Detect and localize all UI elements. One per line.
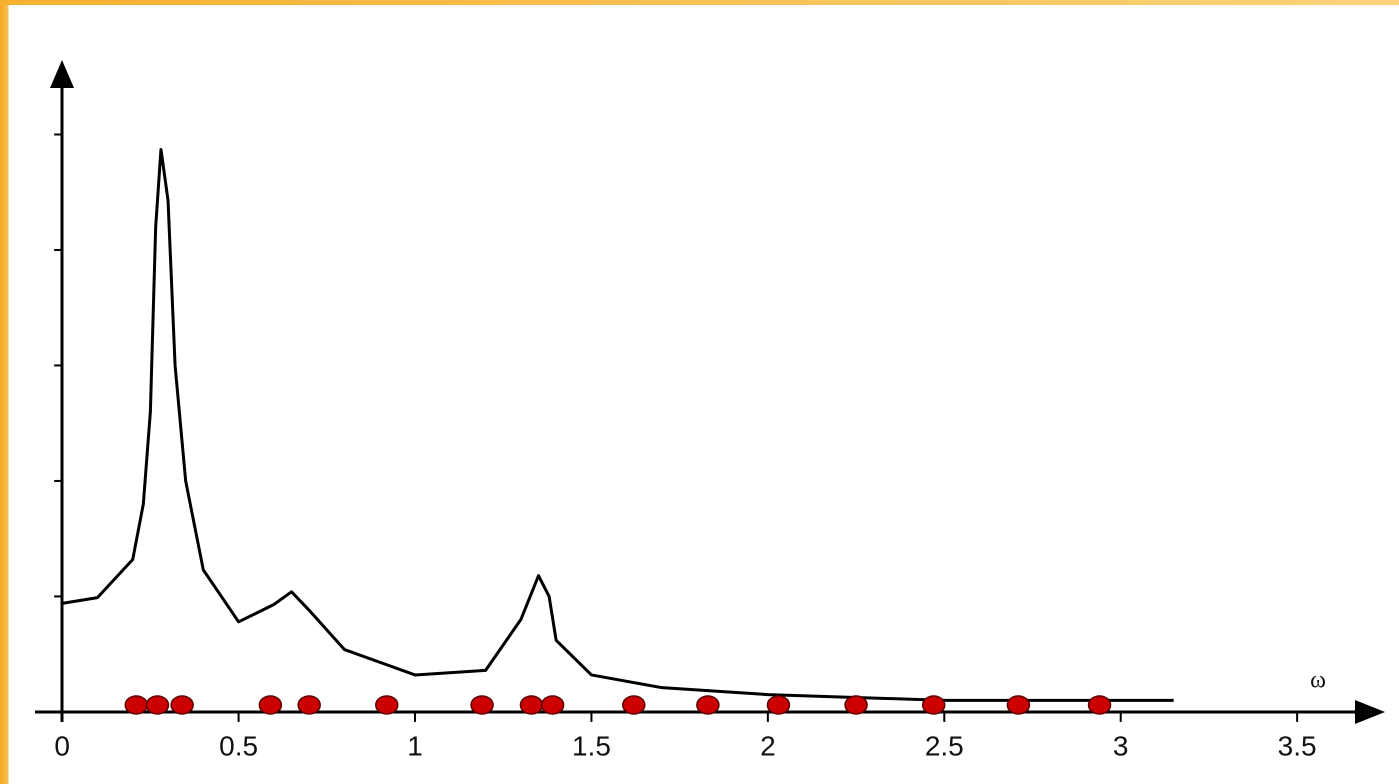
eigenvalue-dot	[297, 695, 321, 715]
eigenvalue-dot	[470, 695, 494, 715]
eigenvalue-dot	[1006, 695, 1031, 715]
eigenvalue-dot	[519, 695, 544, 715]
eigenvalue-dot	[844, 695, 868, 715]
eigenvalue-dot	[766, 695, 791, 715]
x-axis-label: ω	[1310, 668, 1326, 694]
x-tick-label: 1	[407, 730, 423, 761]
x-tick-label: 0	[54, 730, 70, 761]
spectrum-curve	[61, 148, 1174, 702]
eigenvalue-dot	[170, 695, 194, 715]
x-tick-label: 1.5	[572, 730, 611, 761]
eigenvalue-dot	[145, 695, 170, 715]
x-tick-label: 2	[760, 730, 776, 761]
x-tick-label: 0.5	[219, 730, 258, 761]
eigenvalue-dot	[124, 695, 149, 715]
eigenvalue-dot	[622, 695, 646, 715]
eigenvalue-dot	[375, 695, 399, 715]
x-axis-arrow	[1355, 700, 1385, 724]
x-tick-label: 3.5	[1278, 730, 1317, 761]
eigenvalue-dot	[921, 695, 946, 715]
eigenvalue-dot	[696, 695, 720, 715]
eigenvalue-dot	[1087, 695, 1112, 715]
y-axis-arrow	[50, 60, 74, 88]
eigenvalue-dot	[258, 695, 283, 715]
eigenvalue-dot	[540, 695, 565, 715]
x-tick-label: 3	[1113, 730, 1129, 761]
x-tick-label: 2.5	[925, 730, 964, 761]
